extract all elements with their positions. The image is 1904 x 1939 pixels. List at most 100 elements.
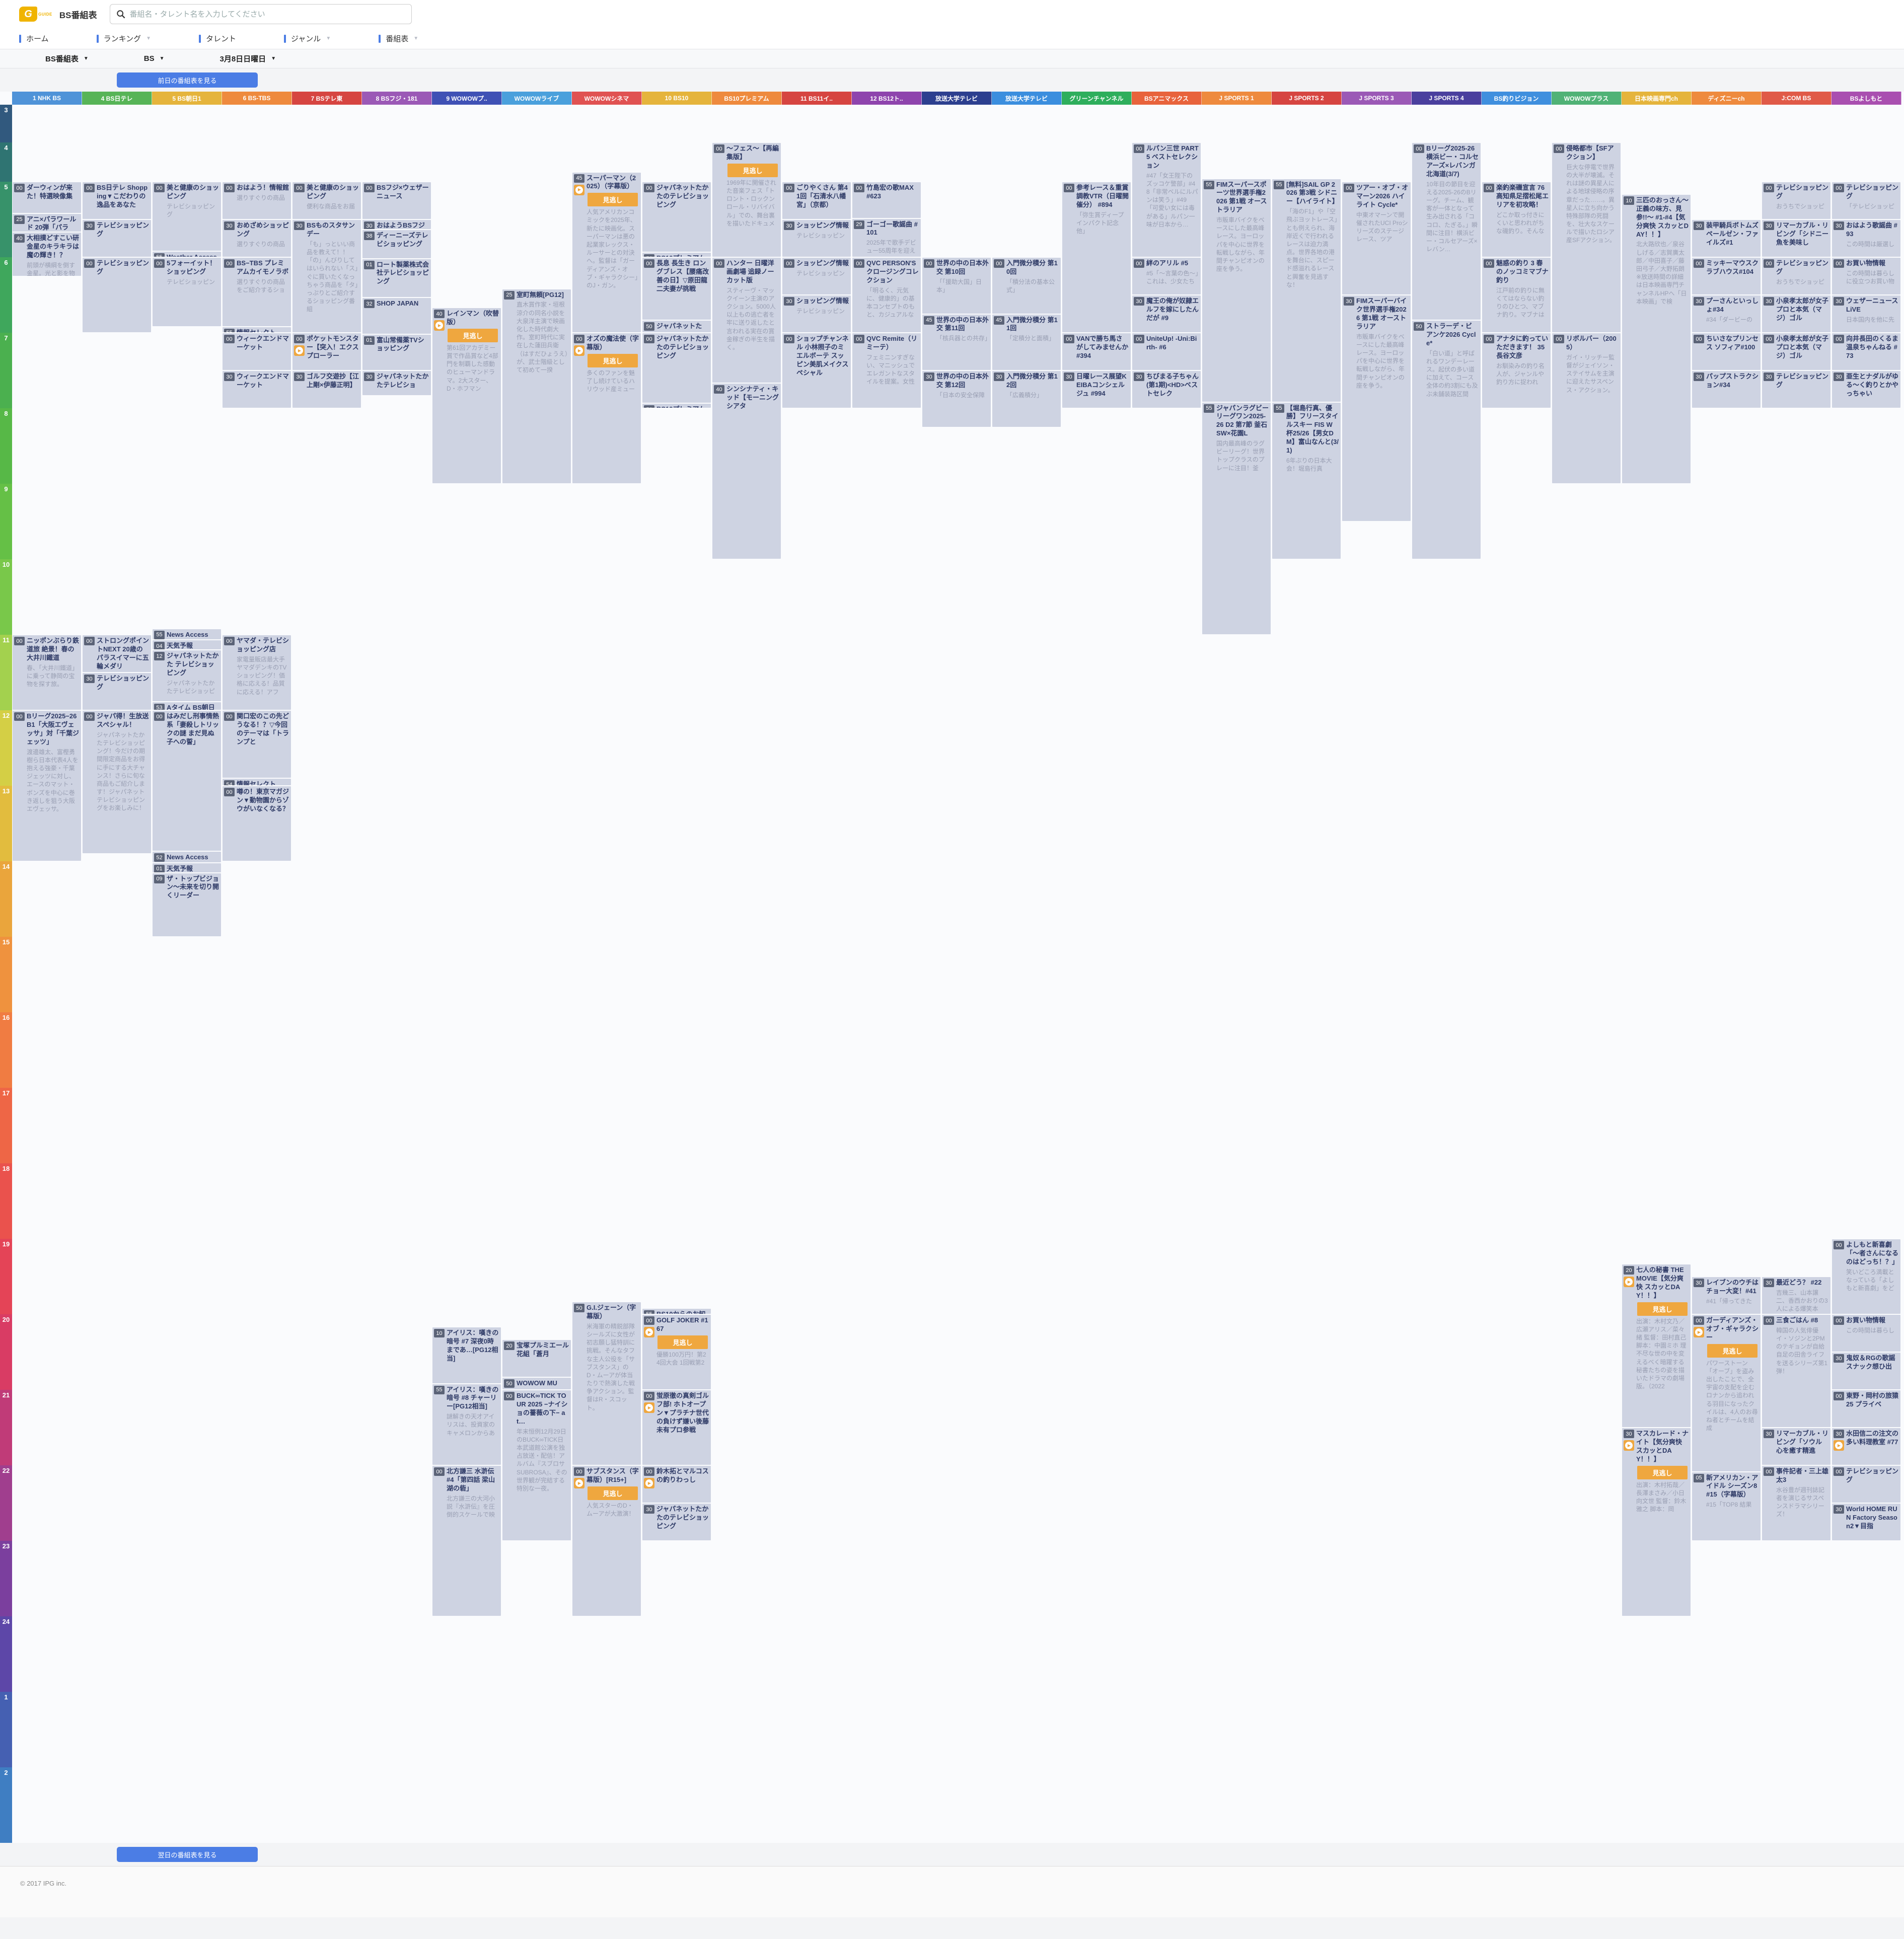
- program-cell[interactable]: 55情報セレクト: [223, 327, 291, 332]
- program-cell[interactable]: 00 BUCK∞TICK TOUR 2025 −ナイショの薔薇の下− at… 年末恒…: [502, 1390, 571, 1540]
- program-cell[interactable]: 30 日曜レース展望KEIBAコンシェルジュ #994: [1062, 371, 1131, 408]
- catchup-badge[interactable]: 見逃し: [588, 1486, 638, 1500]
- program-cell[interactable]: 30 ショッピング情報 テレビショッピン: [782, 295, 851, 332]
- program-cell[interactable]: 00 はみだし刑事情熱系「妻殺しトリックの謎 まだ見ぬ子への誓」: [153, 711, 221, 851]
- program-cell[interactable]: 00 ▶ ポケットモンスター【突入！エクスプローラー: [292, 333, 361, 370]
- program-cell[interactable]: 00 テレビショッピング 「テレビショッピ: [1832, 182, 1900, 219]
- channel-chip-4[interactable]: 6 BS-TBS: [222, 92, 292, 105]
- program-cell[interactable]: 30 テレビショッピング: [83, 673, 151, 710]
- program-cell[interactable]: 30 レイブンのウチはチョー大変！#41 #41「帰ってきた: [1692, 1277, 1761, 1314]
- program-cell[interactable]: 00 5フォーイット！ショッピング テレビショッピン: [153, 258, 221, 326]
- program-cell[interactable]: 00 ▶ オズの魔法使（字幕版） 見逃し 多くのファンを魅了し続けているハリウッド産ミュ…: [572, 333, 641, 483]
- program-cell[interactable]: 00 BS−TBS プレミアムカイモノラボ 選りすぐりの商品をご紹介するショ: [223, 258, 291, 326]
- program-cell[interactable]: 56BS10プレミアム: [642, 253, 711, 257]
- play-icon[interactable]: ▶: [644, 1327, 654, 1337]
- channel-chip-6[interactable]: 8 BSフジ・181: [362, 92, 432, 105]
- play-icon[interactable]: ▶: [644, 1478, 654, 1488]
- next-day-button[interactable]: 翌日の番組表を見る: [117, 1847, 258, 1862]
- program-cell[interactable]: 30 入門微分積分 第12回 「広義積分」: [992, 371, 1061, 427]
- program-cell[interactable]: 10 三匹のおっさん〜正義の味方、見参!!〜 #1-#4【気分爽快 スカッとDAY…: [1622, 195, 1691, 483]
- program-cell[interactable]: 09 ザ・トップビジョン〜未来を切り開くリーダー: [153, 873, 221, 936]
- program-cell[interactable]: 00 ウィークエンドマーケット: [223, 333, 291, 370]
- program-cell[interactable]: 00 ▶ 蛍原徹の真剣ゴルフ部! ホトオープン▼プラチナ世代の負けず嫌い後藤未有プロ…: [642, 1390, 711, 1465]
- program-cell[interactable]: 30 リマーカブル・リビング「シドニー 魚を美味し: [1762, 220, 1830, 257]
- program-cell[interactable]: 30 パップストラクション#34: [1692, 371, 1761, 408]
- program-cell[interactable]: 30 BSものスタサンデー 「も」っといい商品を教えて！！「の」んびりしてはいられな…: [292, 220, 361, 332]
- program-cell[interactable]: 00 お買い物情報 この時間は暮らしに役立つお買い物: [1832, 258, 1900, 294]
- program-cell[interactable]: 00 UniteUp! -Uni:Birth- #6: [1132, 333, 1201, 370]
- catchup-badge[interactable]: 見逃し: [1707, 1344, 1757, 1358]
- program-cell[interactable]: 40 シンシナティ・キッド【モーニングシアタ: [712, 384, 781, 559]
- program-cell[interactable]: 01 ロート製薬株式会社テレビショッピング: [362, 259, 431, 297]
- program-cell[interactable]: 55 [無料]SAIL GP 2026 第3戦 シドニー【ハイライト】 「海のF1」…: [1272, 179, 1341, 402]
- program-cell[interactable]: 38 ディーニーズテレビショッピング: [362, 230, 431, 258]
- channel-chip-20[interactable]: J SPORTS 3: [1342, 92, 1412, 105]
- channel-chip-18[interactable]: J SPORTS 1: [1202, 92, 1272, 105]
- program-cell[interactable]: 30 World HOME RUN Factory Season2▼目指: [1832, 1504, 1900, 1540]
- program-cell[interactable]: 30 最近どう？ #22 吉幾三、山本譲二、香西かおりの3人による爆笑本: [1762, 1277, 1830, 1314]
- program-cell[interactable]: 00 侵略都市【SFアクション】 巨大な停電で世界の大半が壊滅。それは謎の異星人によ…: [1552, 143, 1621, 332]
- program-cell[interactable]: 00 ミッキーマウスクラブハウス#104: [1692, 258, 1761, 294]
- program-cell[interactable]: 25 室町無頼[PG12] 直木賞作家・垣根涼介の同名小説を大泉洋主演で映画化した時…: [502, 289, 571, 483]
- catchup-badge[interactable]: 見逃し: [657, 1335, 708, 1349]
- program-cell[interactable]: 55BS10からのお知: [642, 1308, 711, 1314]
- program-cell[interactable]: 45 世界の中の日本外交 第11回 「核兵器との共存」: [922, 314, 991, 370]
- program-cell[interactable]: 00 ルパン三世 PART5 ベストセレクション #47「女王陛下のズッコケ警部」#…: [1132, 143, 1201, 257]
- program-cell[interactable]: 00 小泉孝太郎が女子プロと本気（マジ）ゴル: [1762, 333, 1830, 370]
- program-cell[interactable]: 30 ウェザーニュースLiVE 日本国内を他に先: [1832, 295, 1900, 332]
- program-cell[interactable]: 45 ▶ スーパーマン（2025）（字幕版） 見逃し 人気アメリカンコミックを2025年…: [572, 172, 641, 332]
- play-icon[interactable]: ▶: [644, 1402, 654, 1413]
- program-cell[interactable]: 30 ▶ マスカレード・ナイト【気分爽快 スカッとDAY！！】 見逃し 出演：木村拓哉／…: [1622, 1428, 1691, 1616]
- channel-chip-7[interactable]: 9 WOWOWプ..: [432, 92, 502, 105]
- program-cell[interactable]: 00 BSフジ×ウェザーニュース: [362, 182, 431, 219]
- program-cell[interactable]: 00 ごりやくさん 第41回「石清水八幡宮」（京都）: [782, 182, 851, 219]
- program-cell[interactable]: 30 鬼奴＆RGの歌謡スナック想ひ出: [1832, 1353, 1900, 1389]
- channel-chip-1[interactable]: 1 NHK BS: [12, 92, 82, 105]
- program-cell[interactable]: 00 長息 長生き ロングブレス【腰痛改善の日】▽原田龍二夫妻が挑戦: [642, 258, 711, 320]
- play-icon[interactable]: ▶: [1834, 1440, 1844, 1451]
- program-cell[interactable]: 01 富山常備薬TVショッピング: [362, 334, 431, 370]
- program-cell[interactable]: 00 竹島宏の歌MAX #623: [852, 182, 921, 218]
- program-cell[interactable]: 50 ストラーデ・ビアンケ2026 Cycle* 「白い道」と呼ばれるワンデーレース…: [1412, 321, 1481, 559]
- catchup-badge[interactable]: 見逃し: [448, 328, 498, 342]
- program-cell[interactable]: 10 アイリス：嘆きの暗号 #7 深夜0時まであ…[PG12相当]: [432, 1327, 501, 1383]
- program-cell[interactable]: 00 ストロングポイントNEXT 20歳のパラスイマーに五輪メダリ: [83, 635, 151, 672]
- program-cell[interactable]: 05 新アメリカン・アイドル シーズン8#15（字幕版） #15「TOP8 結果: [1692, 1472, 1761, 1540]
- play-icon[interactable]: ▶: [1694, 1327, 1704, 1337]
- program-cell[interactable]: 00 北方謙三 水滸伝 #4「第四話 梁山湖の砦」 北方謙三の大河小説『水滸伝』を圧…: [432, 1466, 501, 1616]
- program-cell[interactable]: 30 装甲騎兵ボトムズ ペールゼン・ファイルズ#1: [1692, 220, 1761, 257]
- program-cell[interactable]: 30 おはようBSフジ: [362, 220, 431, 229]
- catchup-badge[interactable]: 見逃し: [1637, 1465, 1688, 1479]
- channel-chip-5[interactable]: 7 BSテレ東: [292, 92, 362, 105]
- program-cell[interactable]: 32 SHOP JAPAN: [362, 298, 431, 334]
- program-cell[interactable]: 00 ダーウィンが来た！特選映像集: [13, 182, 81, 213]
- search-box[interactable]: [110, 4, 412, 24]
- channel-chip-11[interactable]: BS10プレミアム: [712, 92, 782, 105]
- program-cell[interactable]: 00 ▶ 鈴木拓とマルコスの釣りわっし: [642, 1466, 711, 1503]
- program-cell[interactable]: 00 QVC PERSON'S クロージングコレクション 「明るく、元気に、健康的」…: [852, 258, 921, 332]
- program-cell[interactable]: 00 魅惑の釣り 3 春のノッコミマブナ釣り 江戸前の釣りに無くてはならない釣りのひ…: [1482, 258, 1551, 332]
- program-cell[interactable]: 00 噂の！東京マガジン▼動物園からゾウがいなくなる？: [223, 786, 291, 861]
- program-cell[interactable]: 00 アナタに釣っていただきます！ 35 長谷文彦 お馴染みの釣り名人が、ジャンルや…: [1482, 333, 1551, 408]
- play-icon[interactable]: ▶: [574, 345, 584, 356]
- program-cell[interactable]: 00 おはよう！情報館 選りすぐりの商品: [223, 182, 291, 219]
- program-cell[interactable]: 00 ▶ GOLF JOKER #167 見逃し 優勝100万円！第24回大会 1回戦第…: [642, 1315, 711, 1389]
- program-cell[interactable]: 00 BS日テレ Shopping▼こだわりの逸品をあなた: [83, 182, 151, 219]
- channel-chip-8[interactable]: WOWOWライブ: [502, 92, 572, 105]
- nav-item-2[interactable]: ランキング ▼: [96, 33, 151, 44]
- channel-chip-19[interactable]: J SPORTS 2: [1272, 92, 1342, 105]
- program-cell[interactable]: 00 ジャパネットたかたのテレビショッピング: [642, 333, 711, 403]
- program-cell[interactable]: 00 世界の中の日本外交 第10回 「「援助大国」日本」: [922, 258, 991, 314]
- channel-chip-16[interactable]: グリーンチャンネル: [1062, 92, 1132, 105]
- program-cell[interactable]: 00 関口宏のこの先どうなる！？▽今回のテーマは「トランプと: [223, 711, 291, 778]
- gguide-logo[interactable]: G GUIDE: [19, 7, 52, 22]
- nav-item-1[interactable]: ホーム: [19, 33, 49, 44]
- program-cell[interactable]: 00 リボルバー（2005） ガイ・リッチー監督がジェイソン・ステイサムを主演に迎え…: [1552, 333, 1621, 483]
- search-input[interactable]: [129, 10, 406, 19]
- catchup-badge[interactable]: 見逃し: [727, 163, 778, 177]
- program-cell[interactable]: 30 亜生とナダルがゆる〜く釣りとかやっちゃい: [1832, 371, 1900, 408]
- program-cell[interactable]: 00 ちいさなプリンセス ソフィア#100: [1692, 333, 1761, 370]
- program-cell[interactable]: 00 テレビショッピング: [1832, 1466, 1900, 1503]
- program-cell[interactable]: 50 ジャパネットた: [642, 321, 711, 332]
- program-cell[interactable]: 55 ジャパンラグビー リーグワン2025-26 D2 第7節 釜石SW×花園L 国…: [1202, 402, 1271, 634]
